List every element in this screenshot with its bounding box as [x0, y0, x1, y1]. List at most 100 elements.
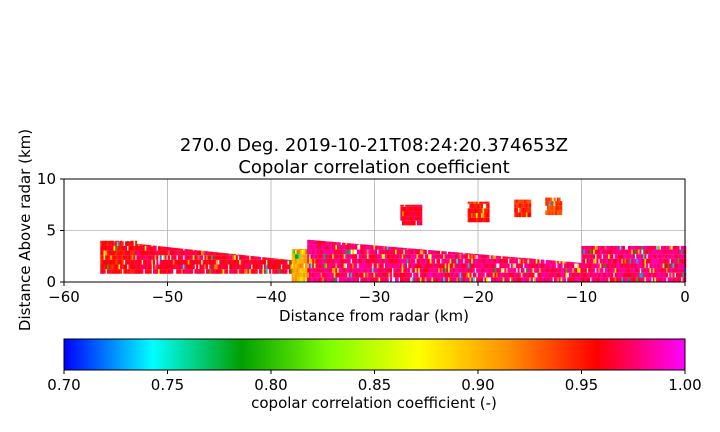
- data-cell: [652, 268, 655, 273]
- data-cell: [411, 268, 414, 273]
- data-cell: [496, 268, 499, 273]
- data-cell: [413, 206, 416, 212]
- data-cell: [629, 258, 632, 264]
- data-cell: [139, 269, 142, 274]
- data-cell: [500, 256, 504, 259]
- data-cell: [558, 261, 561, 264]
- data-cell: [651, 245, 654, 250]
- data-cell: [558, 263, 561, 269]
- data-cell: [257, 256, 260, 260]
- data-cell: [667, 245, 670, 250]
- data-cell: [472, 203, 475, 209]
- data-cell: [474, 272, 477, 278]
- data-cell: [409, 248, 412, 250]
- data-cell: [325, 258, 328, 264]
- data-cell: [159, 246, 162, 251]
- data-cell: [277, 259, 280, 265]
- data-cell: [403, 206, 406, 212]
- data-cell: [301, 254, 304, 259]
- data-cell: [555, 268, 558, 273]
- data-cell: [606, 249, 609, 255]
- data-cell: [149, 259, 152, 265]
- data-cell: [471, 254, 474, 259]
- data-cell: [135, 240, 138, 242]
- data-cell: [416, 249, 419, 255]
- data-cell: [540, 272, 543, 278]
- data-cell: [583, 277, 586, 282]
- data-cell: [447, 277, 451, 282]
- data-cell: [229, 259, 232, 265]
- data-cell: [545, 259, 548, 264]
- data-cell: [312, 272, 315, 278]
- data-cell: [436, 272, 439, 278]
- data-cell: [172, 255, 175, 260]
- data-cell: [409, 254, 412, 259]
- data-cell: [325, 277, 328, 282]
- data-cell: [338, 242, 341, 245]
- data-cell: [345, 249, 348, 255]
- data-cell: [187, 269, 190, 274]
- data-cell: [240, 259, 243, 265]
- data-cell: [365, 277, 368, 282]
- data-cell: [318, 254, 321, 259]
- data-cell: [429, 263, 432, 269]
- data-cell: [391, 246, 394, 250]
- data-cell: [229, 253, 232, 256]
- data-cell: [393, 263, 396, 269]
- data-cell: [489, 263, 492, 269]
- data-cell: [609, 272, 612, 278]
- data-cell: [502, 272, 505, 278]
- data-cell: [634, 258, 637, 264]
- data-cell: [642, 258, 645, 264]
- data-cell: [110, 245, 113, 251]
- data-cell: [255, 259, 258, 265]
- data-cell: [449, 263, 452, 269]
- data-cell: [330, 263, 333, 269]
- data-cell: [646, 258, 649, 264]
- data-cell: [320, 249, 323, 255]
- data-cell: [675, 245, 678, 250]
- data-cell: [365, 272, 368, 278]
- data-cell: [373, 258, 376, 264]
- data-cell: [296, 258, 299, 264]
- data-cell: [361, 244, 364, 246]
- data-cell: [436, 254, 439, 259]
- data-cell: [209, 259, 212, 265]
- data-cell: [401, 258, 404, 264]
- data-cell: [429, 250, 432, 255]
- data-cell: [529, 268, 532, 273]
- data-cell: [627, 268, 630, 273]
- data-cell: [550, 197, 553, 202]
- data-cell: [363, 249, 366, 255]
- data-cell: [310, 258, 313, 264]
- data-cell: [338, 258, 341, 264]
- data-cell: [428, 277, 431, 282]
- data-cell: [378, 272, 381, 278]
- data-cell: [449, 277, 452, 282]
- data-cell: [484, 254, 487, 259]
- data-cell: [335, 242, 338, 245]
- data-cell: [664, 249, 667, 255]
- data-cell: [146, 245, 149, 251]
- data-cell: [360, 277, 363, 282]
- data-cell: [283, 259, 286, 265]
- data-cell: [586, 277, 589, 282]
- data-cell: [484, 268, 487, 273]
- data-cell: [636, 263, 639, 269]
- data-cell: [381, 249, 384, 255]
- data-cell: [426, 254, 429, 259]
- data-cell: [323, 277, 326, 282]
- data-cell: [477, 258, 480, 264]
- data-cell: [192, 255, 195, 260]
- data-cell: [505, 258, 508, 264]
- data-cell: [360, 254, 363, 259]
- data-cell: [277, 269, 280, 274]
- data-cell: [307, 254, 310, 259]
- data-cell: [403, 216, 406, 221]
- data-cell: [338, 277, 341, 282]
- data-cell: [285, 264, 288, 270]
- data-cell: [539, 268, 542, 273]
- data-cell: [611, 263, 614, 269]
- data-cell: [350, 244, 353, 250]
- data-cell: [405, 206, 408, 212]
